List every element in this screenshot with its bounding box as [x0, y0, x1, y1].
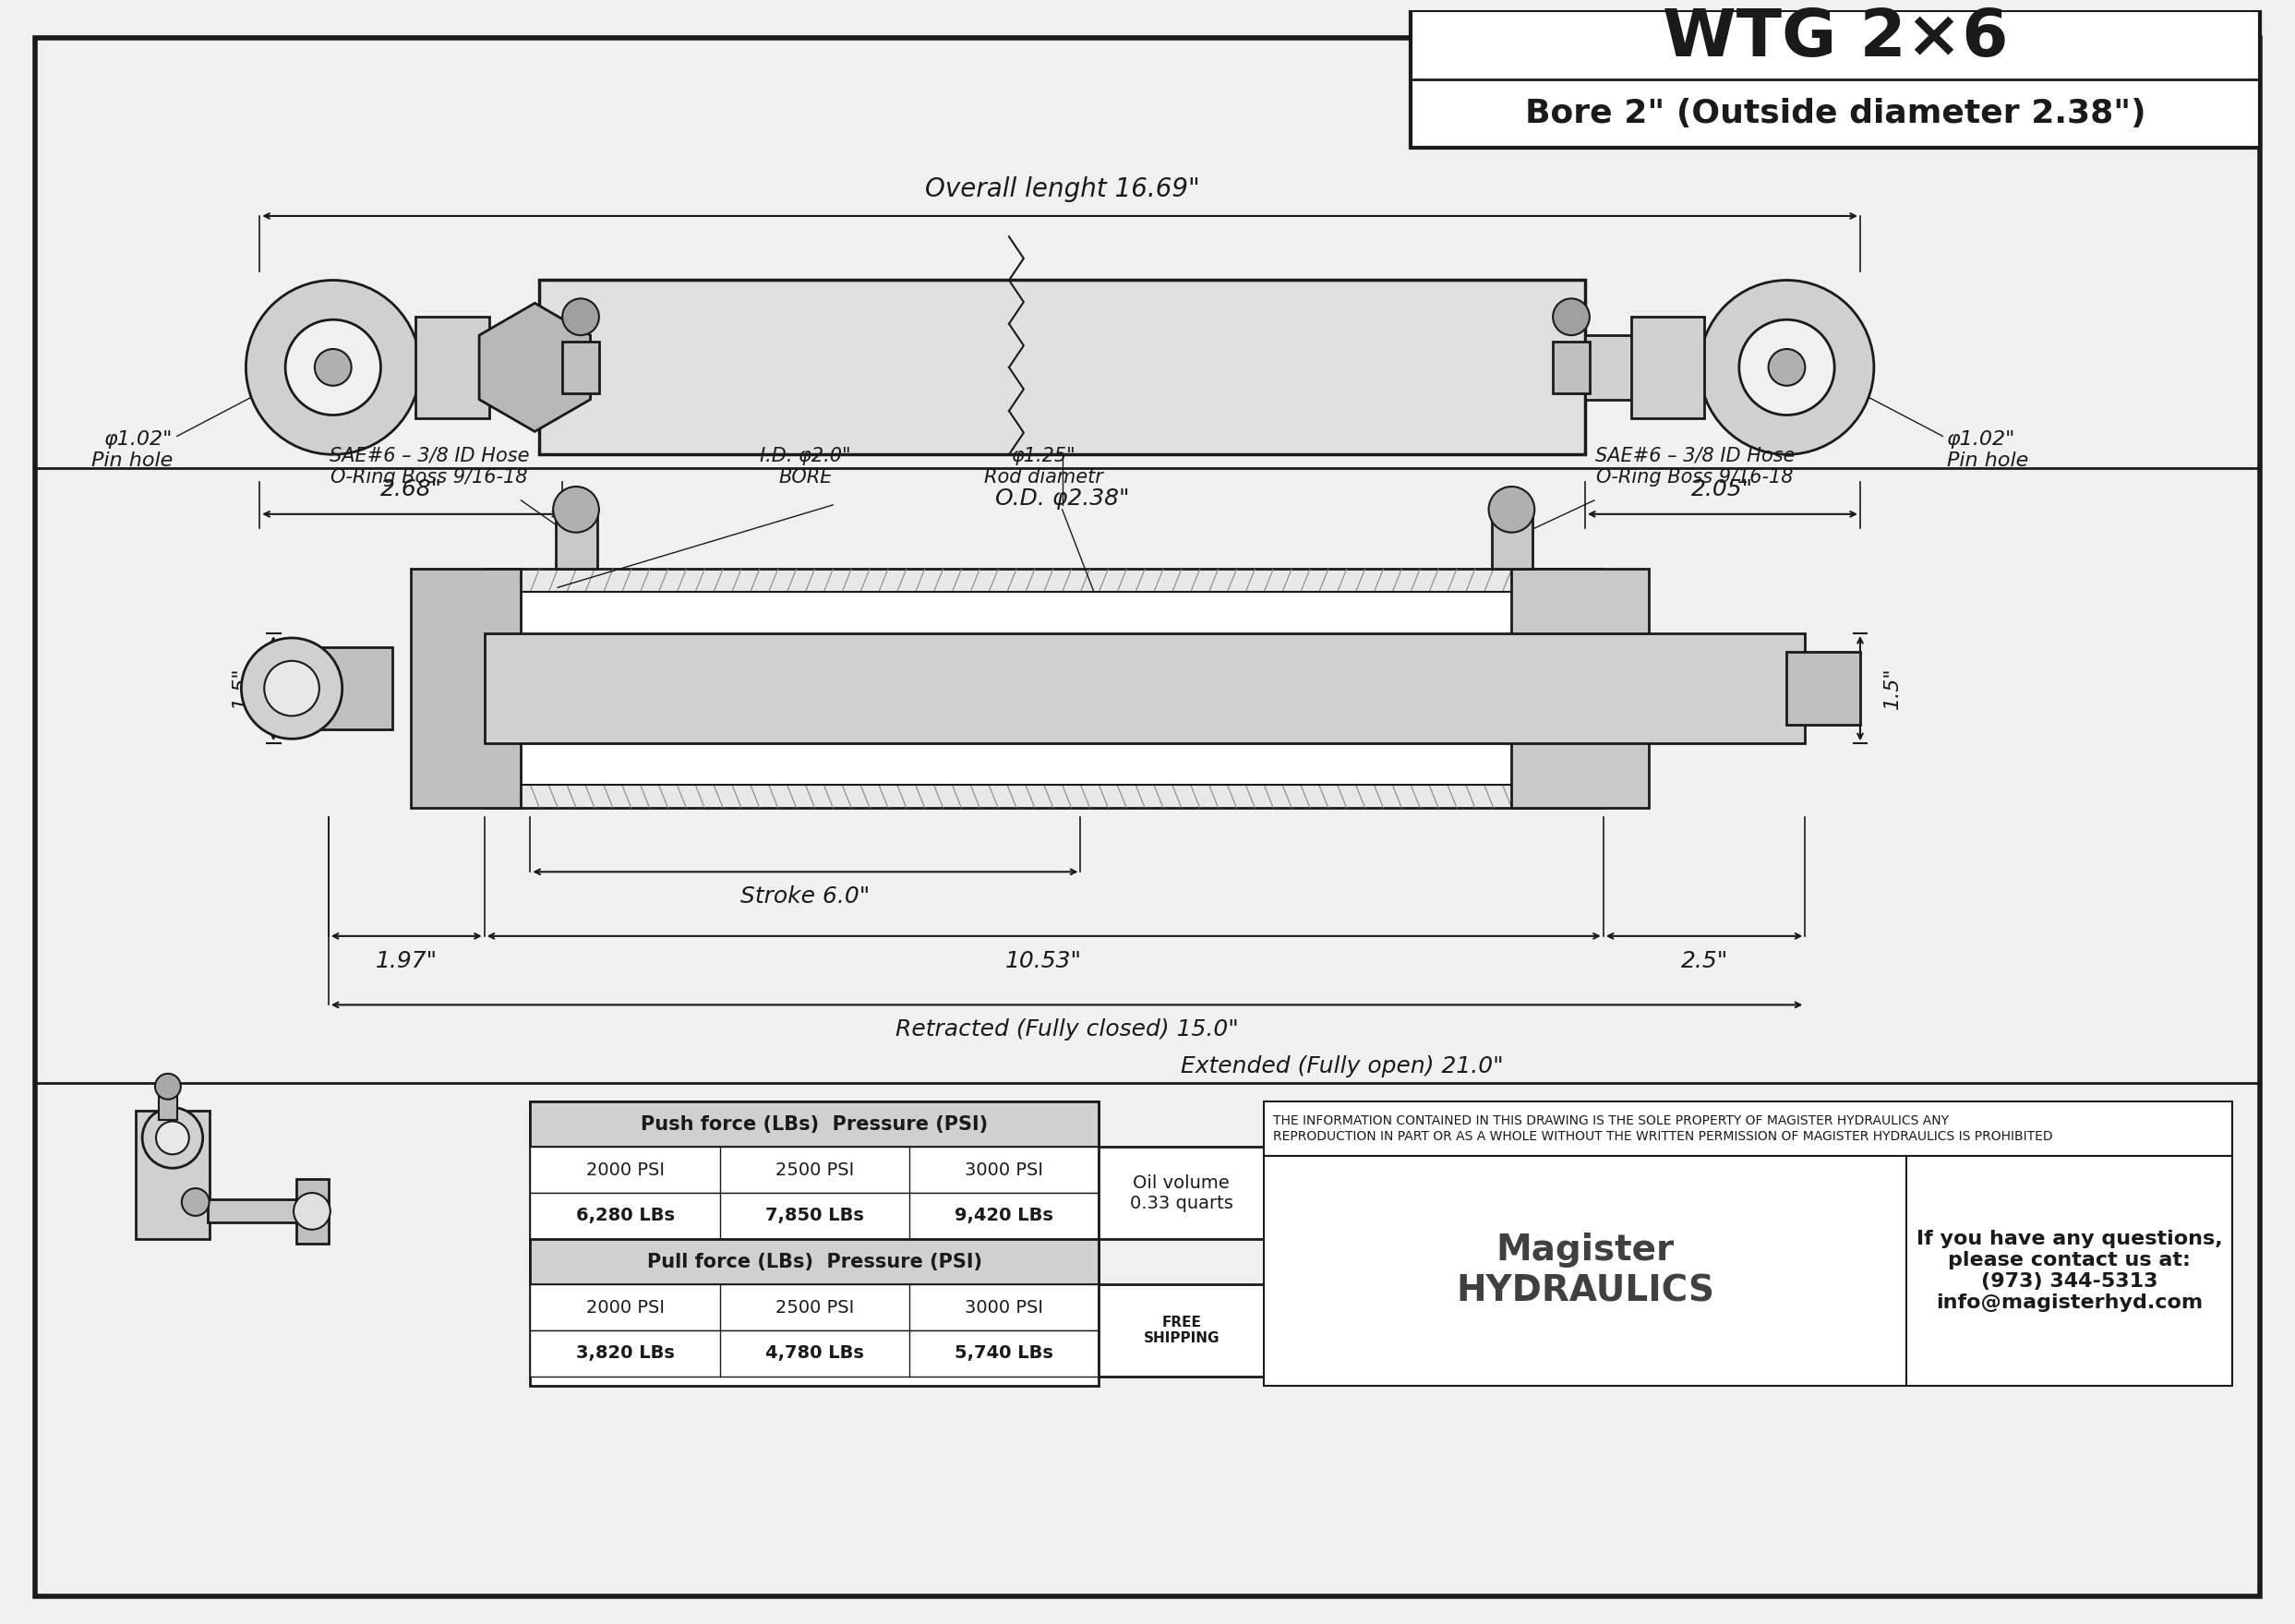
Bar	[1632, 317, 1705, 417]
Text: 9,420 LBs: 9,420 LBs	[955, 1207, 1053, 1224]
Bar	[1512, 568, 1650, 807]
Bar	[411, 568, 521, 807]
Text: 1.5": 1.5"	[232, 667, 250, 710]
Circle shape	[246, 281, 420, 455]
Circle shape	[264, 661, 319, 716]
Polygon shape	[480, 304, 590, 432]
Bar	[135, 1111, 209, 1239]
Text: Overall lenght 16.69": Overall lenght 16.69"	[925, 177, 1200, 203]
Bar	[530, 1101, 1099, 1147]
Circle shape	[314, 349, 351, 385]
Text: WTG 2×6: WTG 2×6	[1662, 6, 2008, 70]
Text: φ1.02"
Pin hole: φ1.02" Pin hole	[1946, 430, 2029, 469]
Text: O.D. φ2.38": O.D. φ2.38"	[996, 487, 1129, 510]
Circle shape	[294, 1194, 330, 1229]
Circle shape	[1769, 349, 1806, 385]
Circle shape	[285, 320, 381, 416]
Bar	[1265, 1101, 2233, 1156]
Bar	[310, 646, 392, 729]
Bar	[1099, 1285, 1265, 1376]
Circle shape	[1701, 281, 1875, 455]
Bar	[1907, 1156, 2233, 1385]
Text: I.D. φ2.0"
BORE: I.D. φ2.0" BORE	[760, 447, 851, 487]
Text: 6,280 LBs: 6,280 LBs	[576, 1207, 675, 1224]
Text: Extended (Fully open) 21.0": Extended (Fully open) 21.0"	[1180, 1056, 1503, 1077]
Text: MAGISTER
HYDRAULICS: MAGISTER HYDRAULICS	[886, 307, 1237, 409]
Text: THE INFORMATION CONTAINED IN THIS DRAWING IS THE SOLE PROPERTY OF MAGISTER HYDRA: THE INFORMATION CONTAINED IN THIS DRAWIN…	[1274, 1114, 2054, 1143]
Circle shape	[142, 1108, 202, 1168]
Bar	[484, 633, 1806, 744]
Bar	[530, 1194, 1099, 1239]
Text: Bore 2" (Outside diameter 2.38"): Bore 2" (Outside diameter 2.38")	[1524, 97, 2146, 128]
Text: Retracted (Fully closed) 15.0": Retracted (Fully closed) 15.0"	[895, 1018, 1239, 1041]
Bar	[530, 1239, 1099, 1285]
Bar	[415, 317, 489, 417]
Circle shape	[156, 1121, 188, 1155]
Bar	[1492, 515, 1533, 568]
Text: 2000 PSI: 2000 PSI	[585, 1299, 663, 1317]
Bar	[1265, 1156, 1907, 1385]
Bar	[555, 515, 597, 568]
Circle shape	[1740, 320, 1834, 416]
Text: Pull force (LBs)  Pressure (PSI): Pull force (LBs) Pressure (PSI)	[647, 1252, 982, 1272]
Text: Magister
HYDRAULICS: Magister HYDRAULICS	[1455, 1233, 1714, 1309]
Text: 2.05": 2.05"	[1691, 477, 1753, 500]
Text: Oil volume
0.33 quarts: Oil volume 0.33 quarts	[1129, 1174, 1232, 1212]
Bar	[296, 1179, 328, 1244]
Text: 3000 PSI: 3000 PSI	[964, 1299, 1044, 1317]
Bar	[530, 1285, 1099, 1330]
Bar	[1411, 10, 2261, 148]
Text: φ1.02"
Pin hole: φ1.02" Pin hole	[92, 430, 172, 469]
Circle shape	[241, 638, 342, 739]
Text: SAE#6 – 3/8 ID Hose
O-Ring Boss 9/16-18: SAE#6 – 3/8 ID Hose O-Ring Boss 9/16-18	[330, 447, 530, 487]
Text: 2.5": 2.5"	[1680, 950, 1728, 973]
Circle shape	[1554, 299, 1590, 335]
Bar	[1788, 651, 1861, 724]
Text: 1.5": 1.5"	[1884, 667, 1903, 710]
Bar	[1554, 341, 1590, 393]
Bar	[530, 1101, 1099, 1385]
Bar	[539, 281, 1586, 455]
Text: 3000 PSI: 3000 PSI	[964, 1161, 1044, 1179]
Text: 2500 PSI: 2500 PSI	[776, 1161, 854, 1179]
Text: Stroke 6.0": Stroke 6.0"	[741, 885, 870, 908]
Bar	[530, 1147, 1099, 1194]
Bar	[484, 568, 1604, 807]
Circle shape	[1489, 487, 1535, 533]
Bar	[158, 1091, 177, 1119]
Text: 3,820 LBs: 3,820 LBs	[576, 1345, 675, 1363]
Text: 1.97": 1.97"	[376, 950, 438, 973]
Bar	[1586, 335, 1751, 400]
Text: 7,850 LBs: 7,850 LBs	[764, 1207, 863, 1224]
Text: 4,780 LBs: 4,780 LBs	[764, 1345, 863, 1363]
Bar	[207, 1199, 298, 1223]
Text: 2500 PSI: 2500 PSI	[776, 1299, 854, 1317]
Bar	[562, 341, 599, 393]
Text: Push force (LBs)  Pressure (PSI): Push force (LBs) Pressure (PSI)	[640, 1114, 989, 1134]
Text: FREE
SHIPPING: FREE SHIPPING	[1143, 1315, 1219, 1345]
Text: If you have any questions,
please contact us at:
(973) 344-5313
info@magisterhyd: If you have any questions, please contac…	[1916, 1229, 2222, 1312]
Circle shape	[553, 487, 599, 533]
Text: 10.53": 10.53"	[1005, 950, 1083, 973]
Circle shape	[181, 1189, 209, 1216]
Text: 5,740 LBs: 5,740 LBs	[955, 1345, 1053, 1363]
Bar	[1099, 1147, 1265, 1239]
Text: φ1.25"
Rod diametr: φ1.25" Rod diametr	[985, 447, 1104, 487]
Circle shape	[156, 1073, 181, 1099]
Bar	[484, 593, 1604, 784]
Circle shape	[562, 299, 599, 335]
Bar	[530, 1330, 1099, 1376]
Text: 2000 PSI: 2000 PSI	[585, 1161, 663, 1179]
Text: 2.68": 2.68"	[381, 477, 443, 500]
Text: SAE#6 – 3/8 ID Hose
O-Ring Boss 9/16-18: SAE#6 – 3/8 ID Hose O-Ring Boss 9/16-18	[1595, 447, 1795, 487]
